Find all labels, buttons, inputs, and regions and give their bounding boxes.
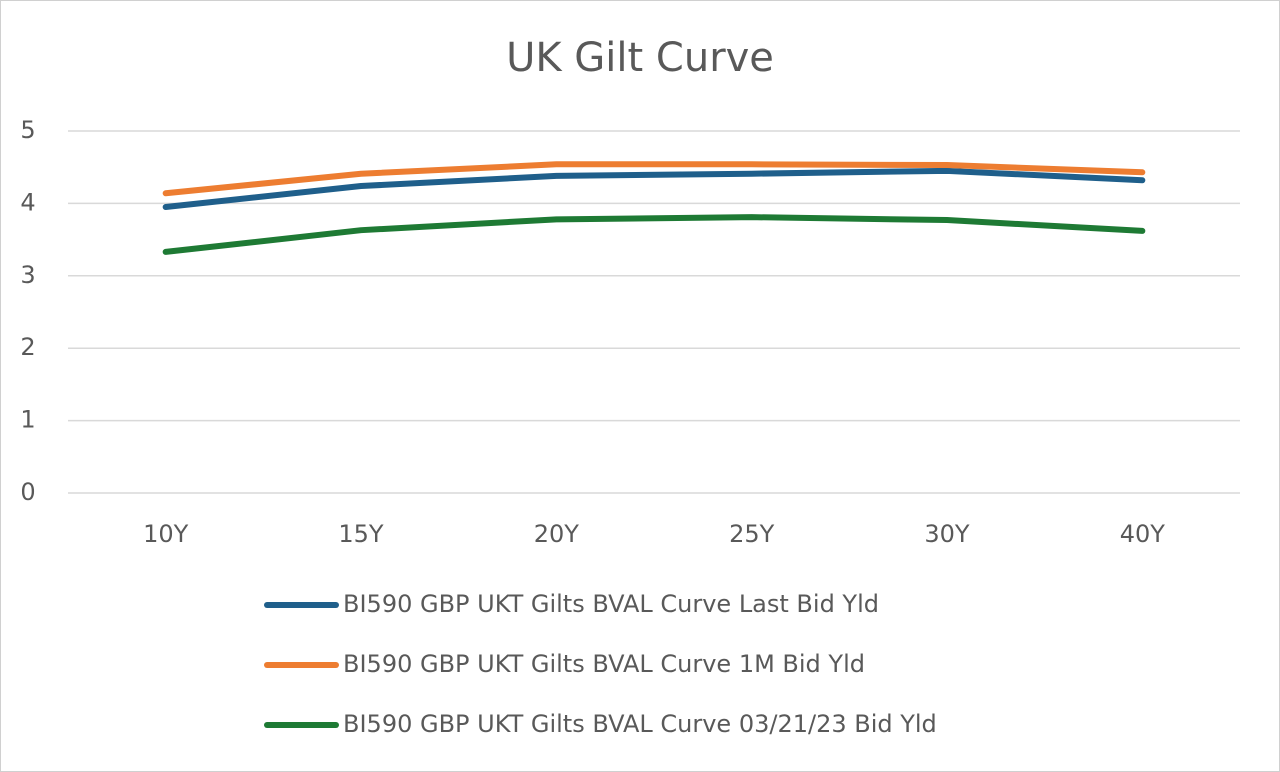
legend-label: BI590 GBP UKT Gilts BVAL Curve 03/21/23 … bbox=[343, 710, 937, 738]
series-line bbox=[162, 167, 1146, 211]
x-tick-label: 30Y bbox=[924, 520, 970, 548]
legend-label: BI590 GBP UKT Gilts BVAL Curve 1M Bid Yl… bbox=[343, 650, 865, 678]
series-line bbox=[162, 161, 1146, 197]
series-line bbox=[162, 214, 1146, 255]
y-tick-label: 0 bbox=[20, 478, 35, 506]
y-tick-label: 1 bbox=[20, 406, 35, 434]
x-tick-label: 40Y bbox=[1120, 520, 1166, 548]
y-tick-label: 5 bbox=[20, 116, 35, 144]
x-tick-label: 10Y bbox=[143, 520, 189, 548]
y-tick-label: 2 bbox=[20, 333, 35, 361]
y-tick-label: 4 bbox=[20, 188, 35, 216]
x-tick-label: 25Y bbox=[729, 520, 775, 548]
x-tick-label: 15Y bbox=[338, 520, 384, 548]
chart-title: UK Gilt Curve bbox=[506, 35, 774, 81]
legend-label: BI590 GBP UKT Gilts BVAL Curve Last Bid … bbox=[343, 590, 879, 618]
x-tick-label: 20Y bbox=[534, 520, 580, 548]
y-tick-label: 3 bbox=[20, 261, 35, 289]
